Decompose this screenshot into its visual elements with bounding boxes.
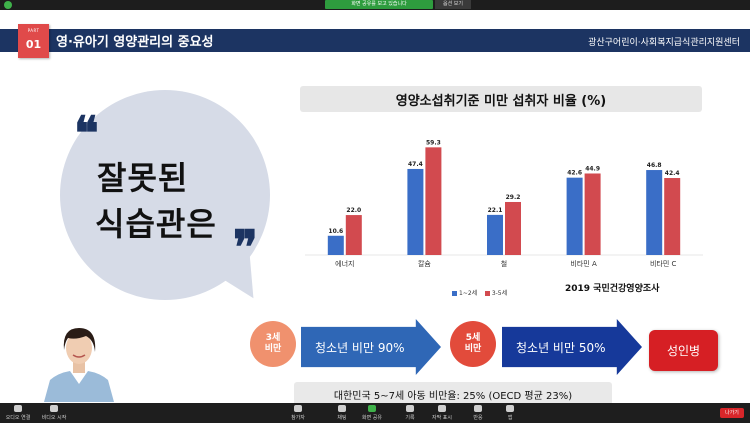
chart-legend: 1~2세 3-5세 — [452, 288, 507, 297]
cc-icon — [438, 405, 446, 412]
bar-series2-0 — [345, 215, 362, 255]
badge-age3-line2: 비만 — [264, 344, 282, 354]
bubble-line-1: 잘못된 — [97, 159, 189, 197]
category-label-0: 에너지 — [335, 259, 354, 268]
view-options-button[interactable]: 옵션 보기 — [435, 0, 471, 9]
data-label-series1-1: 47.4 — [408, 161, 423, 168]
legend-swatch-series2 — [484, 291, 490, 296]
toolbar-button-8[interactable]: 앱 — [494, 403, 526, 423]
category-label-1: 칼슘 — [418, 259, 431, 268]
share-screen-icon — [368, 405, 376, 412]
close-quote-icon: ❞ — [233, 220, 258, 274]
bar-series2-3 — [584, 173, 601, 255]
toolbar-button-0[interactable]: 오디오 연결 — [2, 403, 34, 423]
badge-age5-obesity: 5세 비만 — [450, 321, 496, 367]
data-label-series2-2: 29.2 — [506, 194, 521, 201]
nutrient-bar-chart: 10.6 22.0 에너지 47.4 59.3 칼슘 22.1 29.2 철 42.6 44.9 비타… — [305, 125, 703, 270]
toolbar-button-4[interactable]: 화면 공유 — [356, 403, 388, 423]
badge-age3-line1: 3세 — [265, 333, 281, 343]
meeting-toolbar — [0, 403, 750, 423]
legend-label-series2: 3-5세 — [491, 290, 508, 297]
screen-share-banner[interactable]: 화면 공유를 보고 있습니다 — [325, 0, 433, 9]
slide-title: 영·유아기 영양관리의 중요성 — [56, 35, 214, 50]
chat-icon — [338, 405, 346, 412]
obesity-note: 대한민국 5~7세 아동 비만율: 25% (OECD 평균 23%) — [333, 391, 573, 402]
bar-series2-1 — [425, 147, 442, 255]
toolbar-button-3[interactable]: 채팅 — [326, 403, 358, 423]
chart-source: 2019 국민건강영양조사 — [565, 284, 660, 294]
bubble-line-2: 식습관은 — [95, 205, 217, 243]
shared-slide: PART 01 영·유아기 영양관리의 중요성 광산구어린이·사회복지급식관리지… — [0, 10, 750, 403]
badge-age5-line1: 5세 — [465, 333, 481, 343]
toolbar-button-2[interactable]: 참가자 — [282, 403, 314, 423]
data-label-series1-0: 10.6 — [328, 228, 343, 235]
category-label-4: 비타민 C — [650, 259, 677, 268]
data-label-series2-0: 22.0 — [346, 207, 361, 214]
toolbar-button-label: 채팅 — [337, 415, 347, 421]
toolbar-button-label: 자막 표시 — [432, 415, 452, 421]
arrow-teen-obesity-50-label: 청소년 비만 50% — [516, 340, 606, 355]
legend-swatch-series1 — [452, 291, 457, 296]
badge-age5-line2: 비만 — [464, 344, 482, 354]
data-label-series1-2: 22.1 — [488, 207, 503, 214]
category-label-3: 비타민 A — [570, 259, 597, 268]
bar-series1-4 — [646, 170, 663, 255]
zoom-status-icon[interactable] — [4, 1, 12, 9]
data-label-series1-3: 42.6 — [567, 170, 582, 177]
part-number: 01 — [25, 38, 42, 51]
legend-label-series1: 1~2세 — [459, 290, 478, 297]
part-label: PART — [27, 28, 40, 33]
speech-bubble — [60, 90, 270, 300]
result-adult-disease: 성인병 — [649, 330, 718, 371]
presenter-video-thumbnail — [44, 328, 114, 402]
toolbar-button-label: 앱 — [507, 415, 513, 421]
meeting-top-bar: 화면 공유를 보고 있습니다 옵션 보기 — [0, 0, 750, 10]
participants-icon — [294, 405, 302, 412]
toolbar-button-1[interactable]: 비디오 시작 — [38, 403, 70, 423]
bar-series2-2 — [505, 201, 521, 255]
category-label-2: 철 — [501, 259, 507, 268]
bar-series1-2 — [487, 214, 503, 255]
toolbar-button-label: 반응 — [473, 415, 483, 421]
note-bar — [294, 382, 612, 403]
arrow-teen-obesity-50: 청소년 비만 50% — [502, 319, 642, 375]
data-label-series2-1: 59.3 — [426, 139, 441, 146]
chart-svg: 10.6 22.0 에너지 47.4 59.3 칼슘 22.129.2 철 42.644.9 비타… — [305, 139, 703, 268]
arrow-teen-obesity-90: 청소년 비만 90% — [301, 319, 441, 375]
slide-organization: 광산구어린이·사회복지급식관리지원센터 — [588, 38, 740, 48]
bar-series1-3 — [566, 177, 583, 255]
chart-title-bar — [300, 86, 702, 112]
arrow-teen-obesity-90-label: 청소년 비만 90% — [315, 340, 405, 355]
toolbar-button-label: 화면 공유 — [362, 415, 382, 421]
record-icon — [406, 405, 414, 412]
bar-series1-0 — [327, 235, 344, 255]
toolbar-button-6[interactable]: 자막 표시 — [426, 403, 458, 423]
bar-series2-4 — [664, 178, 681, 255]
toolbar-button-label: 오디오 연결 — [5, 415, 31, 421]
video-off-icon — [50, 405, 58, 412]
toolbar-button-5[interactable]: 기록 — [394, 403, 426, 423]
reaction-icon — [474, 405, 482, 412]
data-label-series1-4: 46.8 — [647, 162, 662, 169]
chart-title: 영양소섭취기준 미만 섭취자 비율 (%) — [395, 94, 607, 109]
leave-button[interactable]: 나가기 — [720, 408, 744, 418]
toolbar-button-label: 비디오 시작 — [41, 415, 67, 421]
toolbar-button-7[interactable]: 반응 — [462, 403, 494, 423]
toolbar-button-label: 기록 — [405, 415, 415, 421]
part-badge: PART 01 — [18, 24, 49, 58]
slide-header-band — [0, 29, 750, 52]
apps-icon — [506, 405, 514, 412]
open-quote-icon: ❝ — [74, 106, 99, 160]
headphone-icon — [14, 405, 22, 412]
bar-series1-1 — [407, 168, 424, 255]
data-label-series2-4: 42.4 — [665, 170, 680, 177]
toolbar-button-label: 참가자 — [291, 415, 305, 421]
data-label-series2-3: 44.9 — [585, 165, 600, 172]
badge-age3-obesity: 3세 비만 — [250, 321, 296, 367]
